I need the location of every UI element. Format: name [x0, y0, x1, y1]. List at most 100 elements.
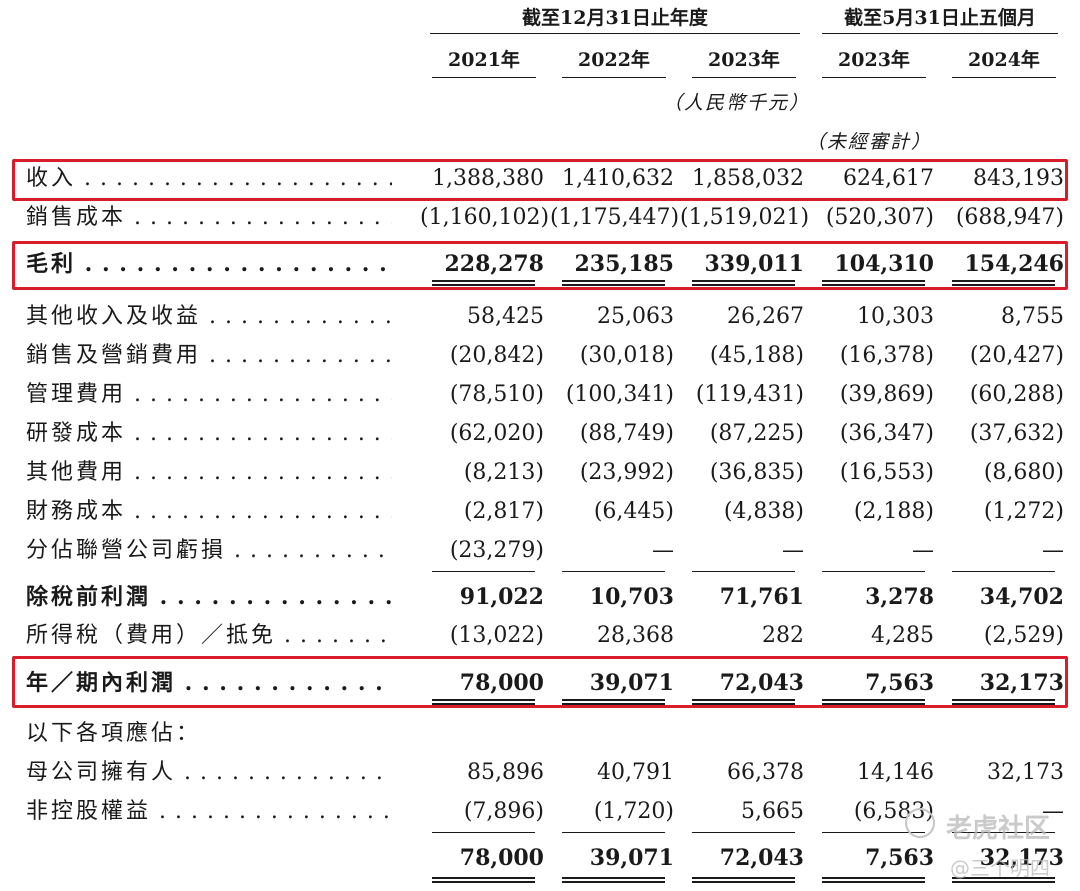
row-label: 所得稅（費用）／抵免	[26, 618, 392, 654]
cell: (1,519,021)	[680, 205, 810, 230]
cell: (2,817)	[463, 499, 544, 524]
row-gross-profit: 毛利 228,278 235,185 339,011 104,310 154,2…	[0, 246, 1080, 282]
cell: (20,427)	[969, 343, 1064, 368]
year-header-2: 2023年	[708, 49, 780, 71]
highlight-box-gross-profit	[12, 241, 1068, 290]
row-profit-before-tax: 除稅前利潤 91,022 10,703 71,761 3,278 34,702	[0, 579, 1080, 615]
row-label: 研發成本	[26, 416, 392, 452]
cell: 72,043	[719, 670, 804, 696]
cell: 1,388,380	[432, 166, 544, 191]
subtotal-rule	[952, 832, 1055, 833]
cell: —	[1042, 538, 1064, 563]
year-header-0: 2021年	[448, 49, 520, 71]
row-label: 財務成本	[26, 494, 392, 530]
row-profit-for-period: 年／期內利潤 78,000 39,071 72,043 7,563 32,173	[0, 665, 1080, 701]
row-attributable-heading: 以下各項應佔：	[0, 716, 1080, 752]
cell: (7,896)	[463, 799, 544, 824]
cell: (8,680)	[983, 460, 1064, 485]
subtotal-rule	[692, 571, 795, 572]
cell: (1,175,447)	[550, 205, 680, 230]
cell: 32,173	[979, 845, 1064, 871]
cell: 72,043	[719, 845, 804, 871]
cell: (100,341)	[565, 382, 674, 407]
cell: 5,665	[741, 799, 804, 824]
watermark-text: 老虎社区	[946, 814, 1051, 844]
cell: (60,288)	[969, 382, 1064, 407]
cell: 58,425	[467, 304, 544, 329]
cell: (119,431)	[695, 382, 804, 407]
cell: 4,285	[871, 623, 934, 648]
cell: (37,632)	[969, 421, 1064, 446]
cell: 78,000	[459, 670, 544, 696]
total-double-rule	[562, 699, 665, 705]
total-double-rule	[692, 280, 795, 286]
cell: (45,188)	[709, 343, 804, 368]
year-header-2-rule	[692, 77, 796, 78]
row-label: 其他費用	[26, 455, 392, 491]
cell: 843,193	[973, 166, 1064, 191]
total-double-rule	[562, 280, 665, 286]
cell: (2,529)	[983, 623, 1064, 648]
row-label: 管理費用	[26, 377, 392, 413]
year-header-1: 2022年	[578, 49, 650, 71]
row-selling-expenses: 銷售及營銷費用 (20,842) (30,018) (45,188) (16,3…	[0, 338, 1080, 374]
cell: 10,703	[589, 584, 674, 610]
row-rd-costs: 研發成本 (62,020) (88,749) (87,225) (36,347)…	[0, 416, 1080, 452]
total-double-rule	[432, 699, 535, 705]
total-double-rule	[952, 280, 1055, 286]
cell: (520,307)	[825, 205, 934, 230]
total-double-rule	[952, 699, 1055, 705]
cell: 282	[762, 623, 804, 648]
header-group-year-end: 截至12月31日止年度	[522, 7, 708, 29]
total-double-rule	[822, 699, 925, 705]
subtotal-rule	[952, 571, 1055, 572]
cell: (78,510)	[449, 382, 544, 407]
header-group-year-end-rule	[430, 33, 800, 34]
row-revenue: 收入 1,388,380 1,410,632 1,858,032 624,617…	[0, 161, 1080, 197]
row-label: 銷售成本	[26, 200, 392, 236]
cell: —	[912, 538, 934, 563]
cell: (87,225)	[709, 421, 804, 446]
row-admin-expenses: 管理費用 (78,510) (100,341) (119,431) (39,86…	[0, 377, 1080, 413]
cell: 228,278	[444, 251, 544, 277]
total-double-rule	[822, 877, 925, 883]
row-owners-of-parent: 母公司擁有人 85,896 40,791 66,378 14,146 32,17…	[0, 755, 1080, 791]
cell: 154,246	[964, 251, 1064, 277]
year-header-3: 2023年	[838, 49, 910, 71]
cell: 39,071	[589, 845, 674, 871]
cell: 7,563	[865, 670, 934, 696]
cell: (688,947)	[955, 205, 1064, 230]
year-header-3-rule	[822, 77, 926, 78]
unaudited-note: （未經審計）	[806, 131, 933, 153]
subtotal-rule	[432, 571, 535, 572]
row-cost-of-sales: 銷售成本 (1,160,102) (1,175,447) (1,519,021)…	[0, 200, 1080, 236]
year-header-4: 2024年	[968, 49, 1040, 71]
subtotal-rule	[822, 571, 925, 572]
year-header-0-rule	[432, 77, 536, 78]
row-label: 其他收入及收益	[26, 299, 392, 335]
total-double-rule	[692, 877, 795, 883]
cell: (30,018)	[579, 343, 674, 368]
row-label: 非控股權益	[26, 794, 392, 830]
cell: (1,272)	[983, 499, 1064, 524]
cell: (88,749)	[579, 421, 674, 446]
row-label: 分佔聯營公司虧損	[26, 533, 392, 569]
row-non-controlling-interests: 非控股權益 (7,896) (1,720) 5,665 (6,583) —	[0, 794, 1080, 830]
cell: 71,761	[719, 584, 804, 610]
cell: 235,185	[574, 251, 674, 277]
row-attributable-total: 78,000 39,071 72,043 7,563 32,173	[0, 840, 1080, 876]
cell: 104,310	[834, 251, 934, 277]
cell: (1,720)	[593, 799, 674, 824]
year-header-4-rule	[952, 77, 1056, 78]
subtotal-rule	[432, 832, 535, 833]
cell: 7,563	[865, 845, 934, 871]
subtotal-rule	[562, 832, 665, 833]
cell: —	[652, 538, 674, 563]
row-label: 年／期內利潤	[26, 665, 392, 701]
highlight-box-profit	[12, 656, 1068, 708]
total-double-rule	[822, 280, 925, 286]
cell: 10,303	[857, 304, 934, 329]
cell: 78,000	[459, 845, 544, 871]
currency-note: （人民幣千元）	[663, 92, 811, 114]
row-other-expenses: 其他費用 (8,213) (23,992) (36,835) (16,553) …	[0, 455, 1080, 491]
